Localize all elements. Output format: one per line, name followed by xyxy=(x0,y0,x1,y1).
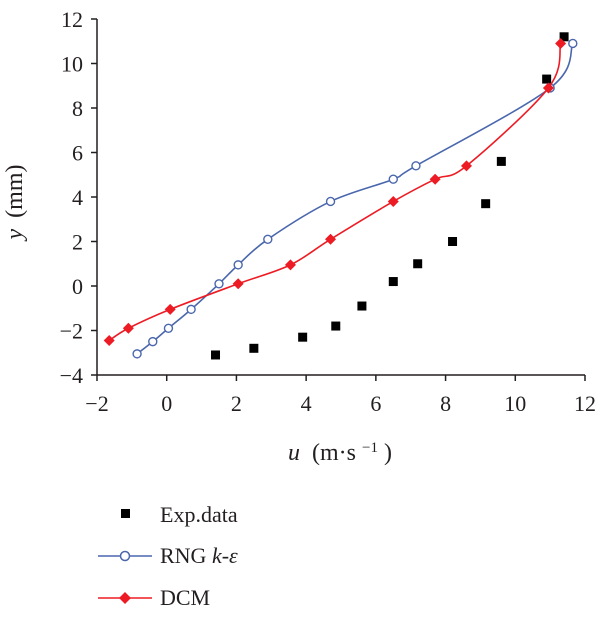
x-axis-title: u (m·s −1 ) xyxy=(288,440,392,466)
series-1-point xyxy=(325,196,336,207)
series-layer xyxy=(103,32,578,360)
series-2-point xyxy=(164,303,176,315)
y-tick-label: 4 xyxy=(72,185,83,210)
series-1-point xyxy=(388,174,398,184)
series-2-point xyxy=(284,259,296,271)
series-0-point xyxy=(542,74,552,84)
legend-label-exp-data: Exp.data xyxy=(160,502,238,527)
series-2 xyxy=(103,37,567,347)
series-1-point xyxy=(132,349,142,359)
series-1-point xyxy=(214,279,224,289)
series-2-point xyxy=(429,173,441,185)
legend-item-dcm: DCM xyxy=(98,585,210,610)
series-0-point xyxy=(331,321,341,331)
x-tick-label: 0 xyxy=(161,391,172,416)
series-0-point xyxy=(559,32,569,42)
y-tick-label: 0 xyxy=(72,274,83,299)
y-tick-label: 10 xyxy=(61,52,83,77)
series-2-point xyxy=(122,322,134,334)
series-0-point xyxy=(481,199,491,209)
series-2-point xyxy=(232,278,244,290)
series-1-point xyxy=(263,234,273,244)
x-tick-label: 8 xyxy=(440,391,451,416)
y-tick-label: 2 xyxy=(72,230,83,255)
series-0-point xyxy=(496,156,506,166)
series-2-point xyxy=(103,335,115,347)
legend-item-rng: RNG k-ε xyxy=(98,543,238,568)
y-tick-label: −2 xyxy=(60,319,83,344)
series-1-point xyxy=(186,304,196,315)
y-tick-label: 8 xyxy=(72,96,83,121)
y-axis-title: y (mm) xyxy=(2,165,28,242)
series-1-point xyxy=(568,38,578,49)
series-1-point xyxy=(148,336,158,347)
series-2-point xyxy=(542,82,554,94)
series-0-point xyxy=(211,350,221,360)
legend-marker-rng xyxy=(119,550,131,562)
series-1-point xyxy=(233,260,243,270)
y-tick-label: 12 xyxy=(61,7,83,32)
x-tick-label: 2 xyxy=(231,391,242,416)
series-2-point xyxy=(387,195,399,207)
x-tick-label: 6 xyxy=(370,391,381,416)
x-tick-label: 12 xyxy=(574,391,596,416)
legend-label-dcm: DCM xyxy=(160,585,210,610)
legend-item-exp-data: Exp.data xyxy=(121,502,238,527)
x-tick-label: 10 xyxy=(504,391,526,416)
series-2-point xyxy=(460,160,472,172)
series-0-point xyxy=(388,277,398,287)
series-2-point xyxy=(325,233,337,245)
series-1 xyxy=(132,38,578,359)
legend-marker-dcm xyxy=(119,592,131,604)
legend-label-rng: RNG k-ε xyxy=(160,543,238,568)
series-0-point xyxy=(413,259,423,269)
series-2-point xyxy=(555,37,567,49)
legend-marker-exp-data xyxy=(121,509,130,518)
x-tick-label: 4 xyxy=(301,391,312,416)
series-0-point xyxy=(357,301,367,311)
series-2-line xyxy=(108,43,562,342)
y-tick-label: −4 xyxy=(60,363,83,388)
series-1-point xyxy=(411,161,421,171)
series-0-point xyxy=(298,332,308,342)
y-tick-label: 6 xyxy=(72,141,83,166)
series-1-point xyxy=(163,323,174,333)
x-tick-label: −2 xyxy=(85,391,108,416)
series-0-point xyxy=(448,237,458,246)
series-0 xyxy=(211,32,569,360)
series-1-line xyxy=(136,43,574,355)
legend: Exp.data RNG k-ε DCM xyxy=(98,502,238,610)
series-0-point xyxy=(249,343,259,353)
